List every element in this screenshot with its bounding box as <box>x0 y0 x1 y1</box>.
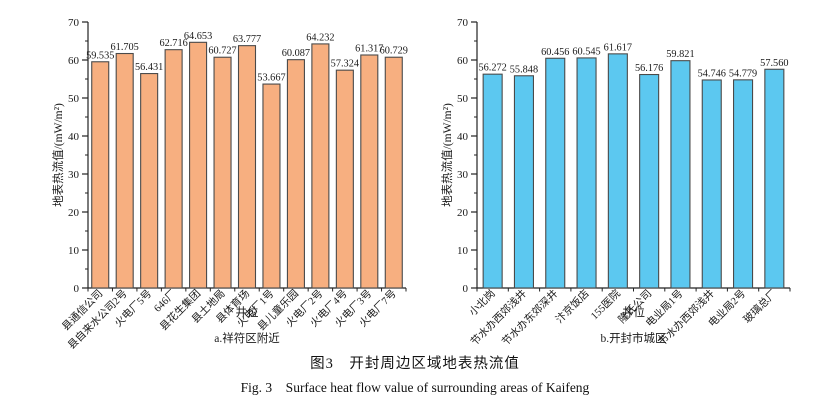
y-tick-label: 20 <box>457 207 469 219</box>
y-tick-label: 70 <box>457 17 469 29</box>
y-tick-label: 0 <box>463 283 469 295</box>
chart-sub-caption: a.祥符区附近 <box>214 331 280 345</box>
bar-value-label: 53.667 <box>257 73 285 84</box>
bar <box>513 75 534 289</box>
bar <box>732 79 754 289</box>
y-tick-label: 50 <box>457 93 469 105</box>
y-tick-label: 10 <box>457 245 469 257</box>
bar-chart-kaifeng-urban: 0 10 20 30 40 50 60 70 56.272 小北岗 55.848 节水办西郊浅井 60.… <box>440 17 791 348</box>
bar-value-label: 60.456 <box>541 47 569 58</box>
bar <box>164 49 183 289</box>
bar-value-label: 64.653 <box>184 31 212 42</box>
bar-value-label: 59.535 <box>86 50 114 61</box>
y-axis-title: 地表热流值/(mW/m²) <box>51 103 65 207</box>
bar-value-label: 56.272 <box>478 63 506 74</box>
y-tick-label: 40 <box>457 131 469 143</box>
bar-value-label: 55.848 <box>510 64 538 75</box>
category-label: 节水办西郊浅井 <box>468 287 529 348</box>
bar <box>335 69 354 289</box>
bar <box>140 73 159 289</box>
category-label: 小北岗 <box>467 288 498 319</box>
y-tick-label: 0 <box>74 283 80 295</box>
bar-chart-xiangfu-district: 01020304050607059.535县通信公司61.705县自来水公司2号… <box>51 17 408 350</box>
bar-value-label: 64.232 <box>306 32 334 43</box>
bar-value-label: 57.560 <box>760 58 788 69</box>
y-tick-label: 50 <box>68 93 80 105</box>
bar <box>384 56 403 289</box>
bar <box>670 60 691 289</box>
bar <box>639 73 660 289</box>
y-tick-label: 40 <box>68 131 80 143</box>
bar <box>286 59 305 289</box>
bar-value-label: 54.746 <box>698 68 726 79</box>
bar <box>764 68 785 289</box>
y-tick-label: 30 <box>68 169 80 181</box>
x-axis-title: 井位 <box>622 305 645 319</box>
y-tick-label: 30 <box>457 169 469 181</box>
bar <box>607 53 628 289</box>
bar <box>262 83 281 289</box>
y-axis-title: 地表热流值/(mW/m²) <box>440 103 454 207</box>
bar <box>189 41 208 289</box>
category-label: 玻璃总厂 <box>741 287 780 326</box>
bar-value-label: 60.087 <box>282 48 310 59</box>
figure-caption-zh: 图3 开封周边区域地表热流值 <box>310 356 520 372</box>
bar-value-label: 62.716 <box>159 38 187 49</box>
bar-value-label: 59.821 <box>666 49 694 60</box>
figure-caption-en: Fig. 3 Surface heat flow value of surrou… <box>240 380 590 395</box>
bar <box>701 79 722 289</box>
y-tick-label: 60 <box>457 55 469 67</box>
bar <box>360 54 379 289</box>
bar-value-label: 61.617 <box>604 42 632 53</box>
bar-value-label: 60.545 <box>572 46 600 57</box>
bar <box>311 43 330 289</box>
bar-value-label: 60.729 <box>380 46 408 57</box>
bar-value-label: 56.431 <box>135 62 163 73</box>
bar-value-label: 54.779 <box>729 68 757 79</box>
bar <box>482 73 503 289</box>
bar-value-label: 57.324 <box>331 59 359 70</box>
bar <box>576 57 597 289</box>
bar <box>91 61 110 289</box>
bar-value-label: 61.317 <box>355 43 383 54</box>
x-axis-title: 井位 <box>236 305 259 319</box>
bar-value-label: 63.777 <box>233 34 261 45</box>
chart-sub-caption: b.开封市城区 <box>600 331 666 345</box>
category-label: 汴京饭店 <box>553 287 592 326</box>
y-tick-label: 20 <box>68 207 80 219</box>
bar <box>213 56 232 289</box>
bar-value-label: 61.705 <box>111 42 139 53</box>
bar-value-label: 60.727 <box>208 46 236 57</box>
bar <box>237 45 257 289</box>
category-label: 节水办东郊深井 <box>499 287 560 348</box>
y-tick-label: 60 <box>68 55 80 67</box>
bar <box>545 57 566 289</box>
y-tick-label: 70 <box>68 17 80 29</box>
y-tick-label: 10 <box>68 245 80 257</box>
figure-captions: 图3 开封周边区域地表热流值 Fig. 3 Surface heat flow … <box>0 352 830 396</box>
bar-value-label: 56.176 <box>635 63 663 74</box>
bar <box>115 52 134 289</box>
